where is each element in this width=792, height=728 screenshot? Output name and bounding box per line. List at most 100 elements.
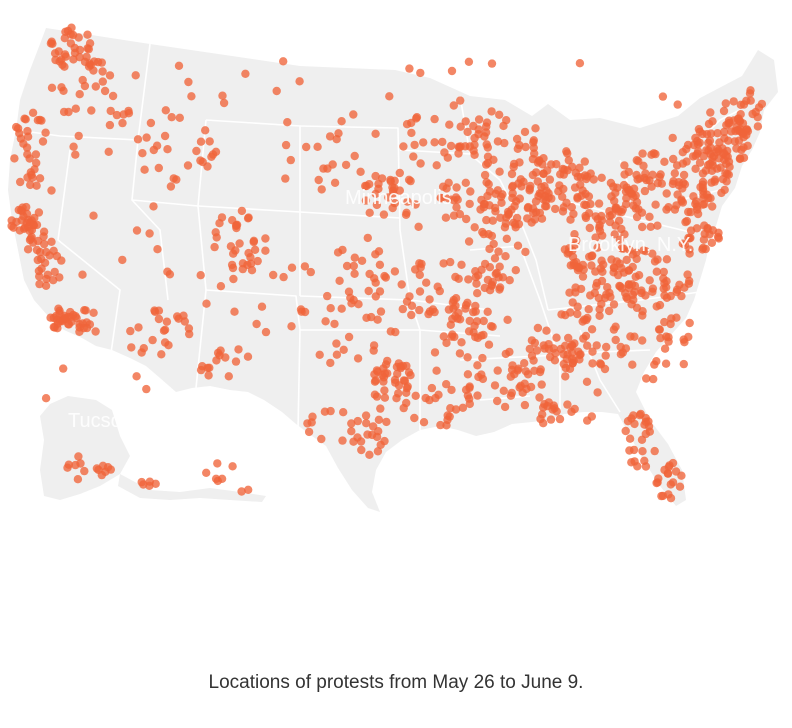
protest-marker [620,161,629,170]
protest-marker [237,487,246,496]
protest-marker [410,413,419,423]
protest-marker [507,169,517,179]
protest-marker [704,138,713,147]
protest-marker [660,291,669,300]
protest-marker [563,400,572,409]
protest-marker [465,199,474,209]
protest-marker [272,86,281,96]
protest-marker [332,350,342,359]
protest-marker [198,157,207,167]
protest-marker [100,86,110,96]
protest-marker [287,263,297,272]
protest-marker [482,118,492,127]
protest-marker [555,414,565,424]
protest-marker [458,403,468,412]
protest-marker [647,182,656,191]
protest-marker [257,302,267,311]
protest-marker [362,181,371,191]
protest-marker [464,237,474,246]
protest-marker [342,261,352,271]
protest-marker [603,283,612,292]
map-canvas [7,23,778,512]
protest-marker [495,167,504,176]
protest-marker [451,301,460,310]
protest-marker [347,427,356,436]
protest-marker [344,287,354,296]
protest-marker [392,394,401,403]
protest-marker [84,62,94,71]
protest-marker [638,307,647,316]
protest-marker [581,331,591,341]
protest-marker [172,175,181,184]
protest-marker [71,150,80,159]
protest-marker [67,23,76,32]
protest-marker [737,145,746,155]
protest-marker [91,82,101,91]
protest-marker [629,411,638,420]
protest-marker [675,482,685,491]
protest-marker [362,419,371,428]
protest-marker [47,83,57,93]
protest-marker [700,229,709,239]
protest-marker [559,359,568,369]
protest-marker [407,301,417,310]
protest-marker [69,55,78,64]
protest-marker [638,222,647,232]
protest-marker [445,120,454,129]
protest-marker [246,253,255,262]
protest-marker [399,376,409,385]
protest-marker [432,366,441,375]
protest-marker [32,158,41,168]
protest-marker [380,393,390,402]
protest-marker [356,167,365,176]
protest-marker [150,306,159,315]
protest-marker [558,207,568,216]
protest-marker [725,162,734,172]
protest-marker [357,256,367,265]
protest-marker [445,412,454,421]
protest-marker [391,378,400,387]
protest-marker [243,352,253,361]
protest-marker [708,202,717,211]
protest-marker [315,350,324,359]
protest-marker [16,177,25,187]
protest-marker [483,191,492,201]
protest-marker [678,148,687,157]
protest-marker [175,113,184,123]
protest-marker [693,149,702,158]
protest-marker [60,50,70,59]
protest-marker [495,110,504,120]
protest-marker [249,237,258,247]
protest-marker [471,267,480,276]
protest-marker [624,266,634,275]
protest-marker [221,353,230,362]
protest-marker [314,175,323,185]
protest-marker [535,393,544,402]
protest-marker [160,338,170,347]
protest-marker [611,203,620,213]
protest-marker [456,122,465,131]
protest-marker [668,478,678,487]
protest-marker [493,396,502,406]
protest-marker [521,367,531,376]
protest-marker [558,192,567,201]
protest-marker [10,154,19,163]
protest-marker [47,186,56,195]
protest-marker [662,189,671,198]
protest-marker [378,371,387,380]
protest-marker [698,169,708,178]
protest-marker [551,349,560,358]
protest-marker [592,278,602,288]
protest-marker [376,307,386,316]
protest-marker [473,361,482,370]
protest-marker [521,247,530,257]
protest-marker [483,307,492,316]
protest-marker [234,345,243,354]
alaska-island-chain [118,474,266,502]
protest-marker [698,243,708,253]
protest-marker [581,189,590,199]
protest-marker [664,337,673,346]
protest-marker [470,321,479,331]
protest-marker [642,175,651,185]
protest-marker [671,467,681,476]
